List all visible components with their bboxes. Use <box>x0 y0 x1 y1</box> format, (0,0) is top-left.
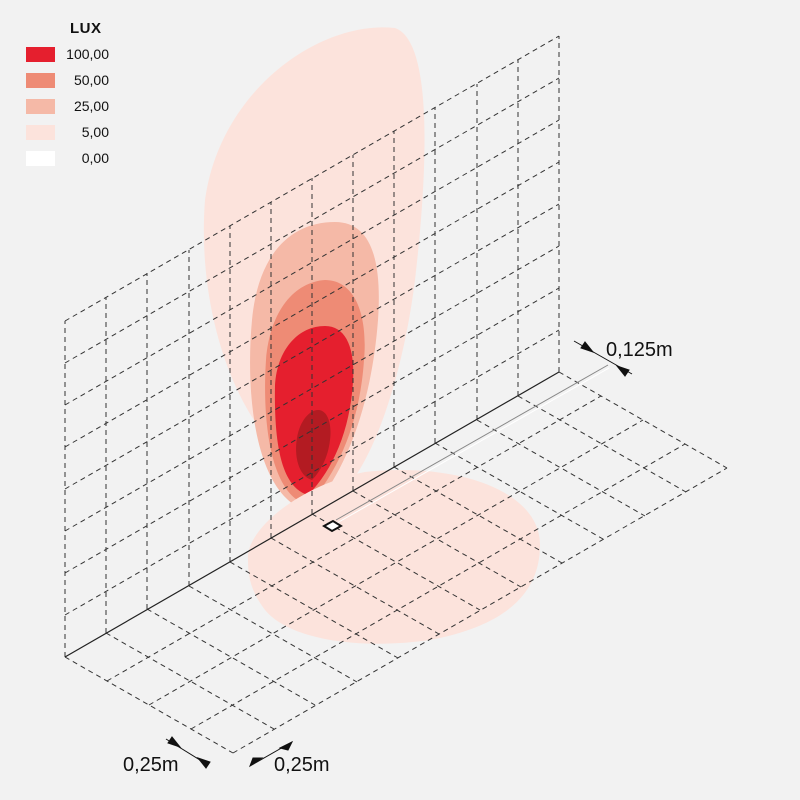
legend-item: 5,00 <box>26 124 136 151</box>
legend-swatch <box>26 47 55 62</box>
spacing-arrow-icon <box>167 736 182 749</box>
spacing-dimension-left <box>165 736 211 769</box>
legend-label: 50,00 <box>73 72 109 88</box>
spacing-dimension-right <box>248 740 294 768</box>
legend-swatch <box>26 73 55 88</box>
depth-arrow-icon <box>615 364 630 377</box>
luminaire-guide-line-white <box>336 367 610 524</box>
luminaire-marker <box>322 519 343 533</box>
wall-illuminance-zones <box>203 27 425 512</box>
spacing-dimension-label-left: 0,25m <box>123 754 179 776</box>
legend-item: 25,00 <box>26 98 136 125</box>
legend-label: 25,00 <box>73 98 109 114</box>
wall-grid <box>64 35 560 657</box>
depth-dimension-label: 0,125m <box>606 339 673 361</box>
legend-item: 50,00 <box>26 72 136 99</box>
spacing-dimension-label-right: 0,25m <box>274 754 330 776</box>
wall-base-edge <box>64 371 560 658</box>
legend-label: 0,00 <box>81 150 109 166</box>
legend-item: 100,00 <box>26 46 136 73</box>
wall-zone-peak <box>296 410 331 480</box>
floor-zone-5lux <box>247 470 540 644</box>
spacing-arrow-icon <box>248 757 264 768</box>
legend-item: 0,00 <box>26 150 136 177</box>
legend-swatch <box>26 99 55 114</box>
legend-swatch <box>26 125 55 140</box>
lux-legend: LUX 100,00 50,00 25,00 5,00 0,00 <box>26 20 136 177</box>
depth-arrow-icon <box>580 341 595 354</box>
depth-dimension <box>573 340 633 377</box>
legend-label: 100,00 <box>66 46 109 62</box>
legend-title: LUX <box>70 20 102 37</box>
luminaire-guide-line <box>335 364 609 521</box>
wall-zone-100lux <box>274 326 354 495</box>
legend-label: 5,00 <box>81 124 109 140</box>
legend-swatch <box>26 151 55 166</box>
spacing-arrow-icon <box>196 756 211 769</box>
spacing-arrow-icon <box>278 740 294 751</box>
